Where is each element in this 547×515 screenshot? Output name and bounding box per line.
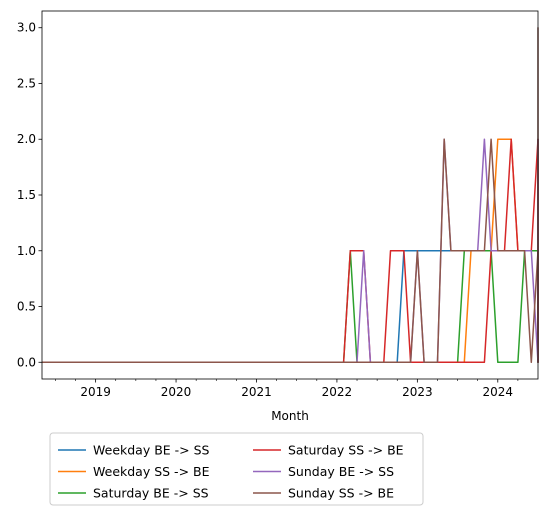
y-tick-label: 2.5 bbox=[17, 76, 36, 90]
y-tick-label: 0.5 bbox=[17, 300, 36, 314]
x-tick-label: 2021 bbox=[241, 385, 272, 399]
y-tick-label: 0.0 bbox=[17, 355, 36, 369]
legend-label: Weekday SS -> BE bbox=[93, 464, 210, 479]
legend-label: Sunday SS -> BE bbox=[288, 486, 394, 501]
series-layer bbox=[42, 26, 539, 364]
legend-label: Sunday BE -> SS bbox=[288, 464, 394, 479]
legend-label: Saturday BE -> SS bbox=[93, 486, 209, 501]
x-tick-label: 2019 bbox=[80, 385, 111, 399]
x-axis-label: Month bbox=[271, 409, 309, 423]
x-tick-label: 2024 bbox=[483, 385, 514, 399]
legend-box bbox=[49, 432, 424, 506]
series-line-6 bbox=[42, 26, 539, 364]
x-tick-label: 2020 bbox=[161, 385, 192, 399]
axes-frame bbox=[41, 10, 539, 380]
ticks-layer: 2019 2020 2021 2022 2023 2024 0.0 0.5 1.0 1.5 2.0 2… bbox=[17, 21, 519, 399]
legend: Weekday BE -> SS Weekday SS -> BE Saturday… bbox=[49, 432, 424, 506]
y-tick-label: 1.0 bbox=[17, 244, 36, 258]
x-tick-label: 2023 bbox=[402, 385, 433, 399]
x-tick-label: 2022 bbox=[322, 385, 353, 399]
legend-label: Saturday SS -> BE bbox=[288, 443, 404, 458]
y-tick-label: 3.0 bbox=[17, 21, 36, 35]
y-tick-label: 1.5 bbox=[17, 188, 36, 202]
legend-label: Weekday BE -> SS bbox=[93, 443, 210, 458]
y-tick-label: 2.0 bbox=[17, 132, 36, 146]
